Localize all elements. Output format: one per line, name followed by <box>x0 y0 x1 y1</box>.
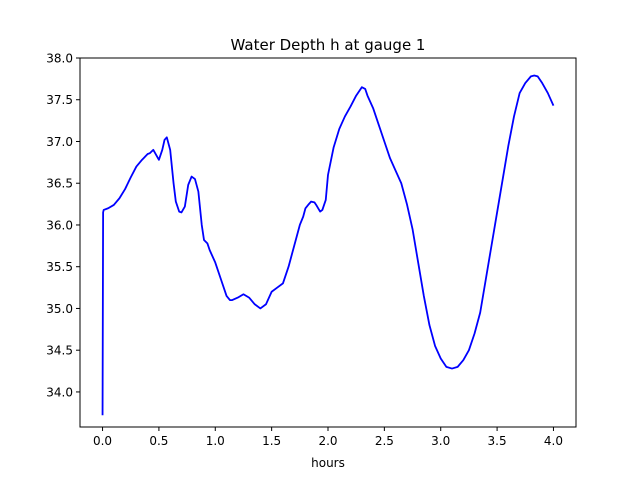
y-tick-label: 34.0 <box>46 385 73 399</box>
y-tick-label: 35.0 <box>46 302 73 316</box>
x-tick-label: 2.5 <box>375 434 394 448</box>
plot-frame <box>79 57 577 428</box>
y-tick-label: 38.0 <box>46 52 73 66</box>
x-tick-label: 4.0 <box>544 434 563 448</box>
x-tick-label: 1.5 <box>262 434 281 448</box>
x-axis: 0.0 0.5 1.0 1.5 2.0 2.5 3.0 3.5 4.0 <box>93 427 563 448</box>
series-line <box>101 74 555 416</box>
x-tick-label: 3.0 <box>431 434 450 448</box>
x-tick-label: 3.5 <box>488 434 507 448</box>
x-axis-title: hours <box>311 456 345 470</box>
x-tick-label: 2.0 <box>318 434 337 448</box>
y-tick-label: 36.0 <box>46 218 73 232</box>
y-tick-label: 37.5 <box>46 93 73 107</box>
x-tick-label: 1.0 <box>206 434 225 448</box>
chart-title: Water Depth h at gauge 1 <box>231 36 426 54</box>
y-tick-label: 35.5 <box>46 260 73 274</box>
x-tick-label: 0.0 <box>93 434 112 448</box>
y-tick-label: 36.5 <box>46 177 73 191</box>
x-tick-label: 0.5 <box>149 434 168 448</box>
y-tick-label: 34.5 <box>46 344 73 358</box>
y-tick-label: 37.0 <box>46 135 73 149</box>
y-axis: 34.0 34.5 35.0 35.5 36.0 36.5 37.0 37.5 38.0 <box>46 52 80 399</box>
